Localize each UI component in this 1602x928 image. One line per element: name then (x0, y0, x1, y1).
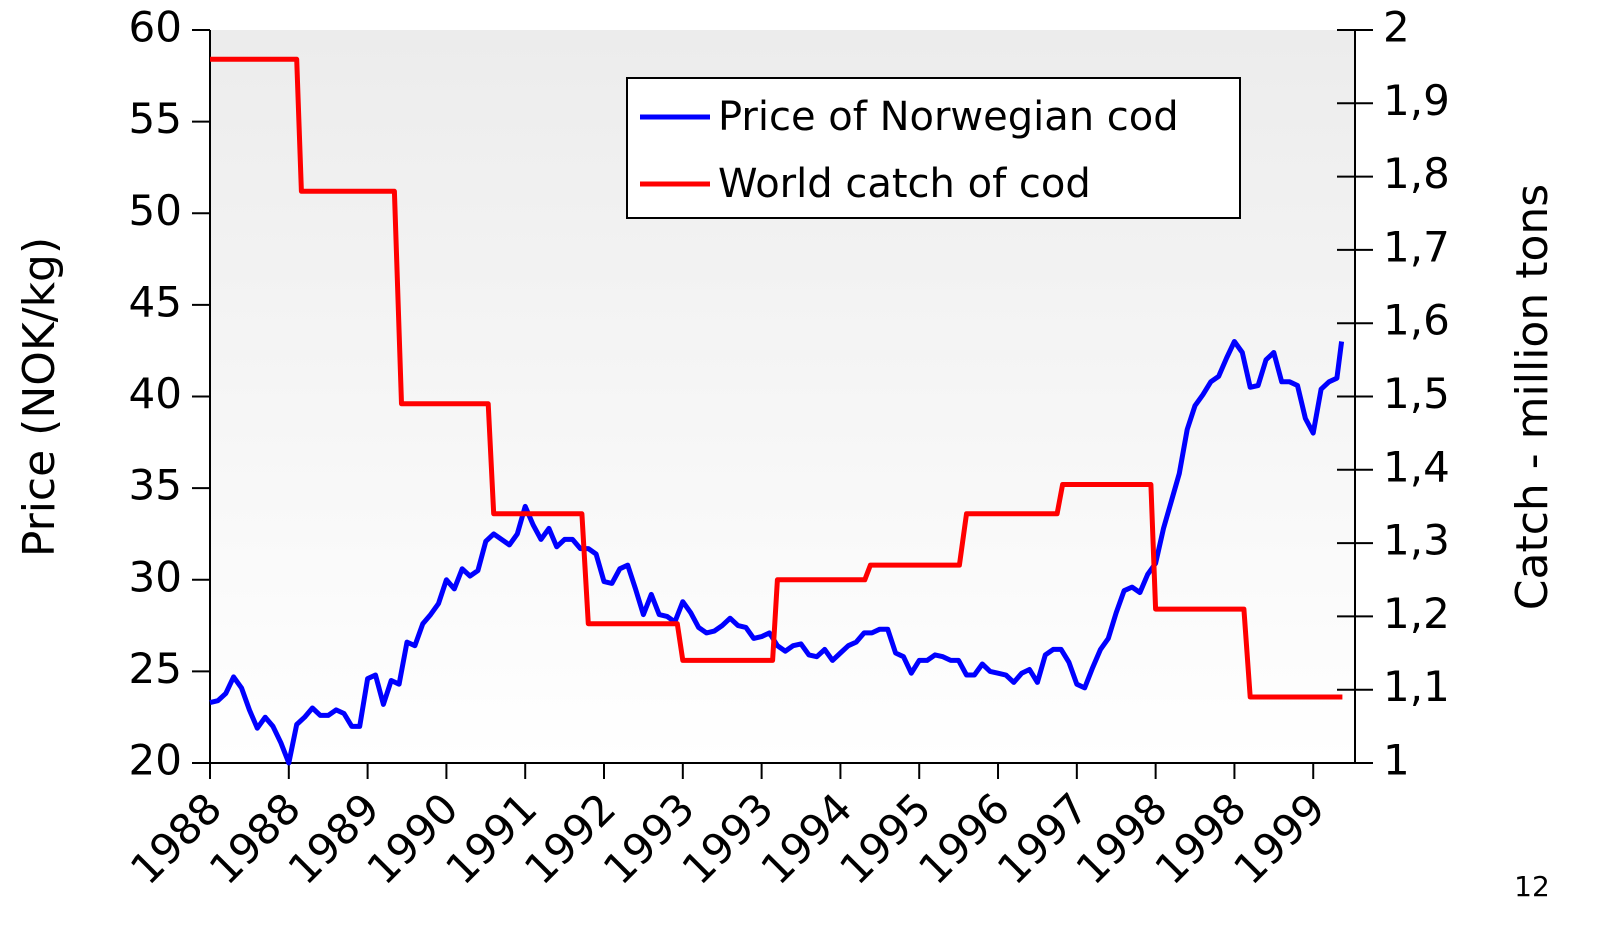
y-tick-label: 45 (129, 277, 182, 326)
x-tick-label: 1990 (357, 784, 467, 894)
y-tick-label: 50 (129, 186, 182, 235)
x-tick-label: 1995 (830, 784, 940, 894)
legend-label: Price of Norwegian cod (718, 94, 1179, 140)
y-tick-label: 35 (129, 461, 182, 510)
x-tick-label: 1989 (279, 784, 389, 894)
y2-tick-label: 1,8 (1383, 149, 1450, 198)
x-tick-label: 1994 (751, 784, 861, 894)
y2-axis-title: Catch - million tons (1507, 184, 1558, 610)
y2-tick-label: 1,9 (1383, 76, 1450, 125)
y-tick-label: 30 (129, 552, 182, 601)
y-tick-label: 40 (129, 369, 182, 418)
y2-tick-label: 2 (1383, 3, 1410, 52)
series-line (210, 56, 1343, 700)
y-tick-label: 55 (129, 94, 182, 143)
y-axis-title: Price (NOK/kg) (14, 237, 65, 557)
x-tick-label: 1998 (1145, 784, 1255, 894)
y2-tick-label: 1,6 (1383, 296, 1450, 345)
y2-tick-label: 1,2 (1383, 589, 1450, 638)
y2-tick-label: 1,1 (1383, 662, 1450, 711)
x-tick-label: 1991 (436, 784, 546, 894)
x-tick-label: 1997 (988, 784, 1098, 894)
x-tick-label: 1988 (200, 784, 310, 894)
x-tick-label: 1993 (673, 784, 783, 894)
x-tick-label: 1992 (515, 784, 625, 894)
x-tick-label: 1996 (909, 784, 1019, 894)
y2-tick-label: 1 (1383, 736, 1410, 785)
y2-tick-label: 1,3 (1383, 516, 1450, 565)
x-tick-label: 1988 (121, 784, 231, 894)
y2-tick-label: 1,7 (1383, 222, 1450, 271)
x-tick-label: 1999 (1224, 784, 1334, 894)
y-tick-label: 25 (129, 644, 182, 693)
x-tick-label: 1998 (1067, 784, 1177, 894)
page-number: 12 (1514, 870, 1550, 903)
legend-label: World catch of cod (718, 161, 1091, 207)
y-tick-label: 60 (129, 3, 182, 52)
y2-tick-label: 1,5 (1383, 369, 1450, 418)
y-tick-label: 20 (129, 736, 182, 785)
x-tick-label: 1993 (594, 784, 704, 894)
y2-tick-label: 1,4 (1383, 442, 1450, 491)
legend-box (626, 77, 1241, 219)
